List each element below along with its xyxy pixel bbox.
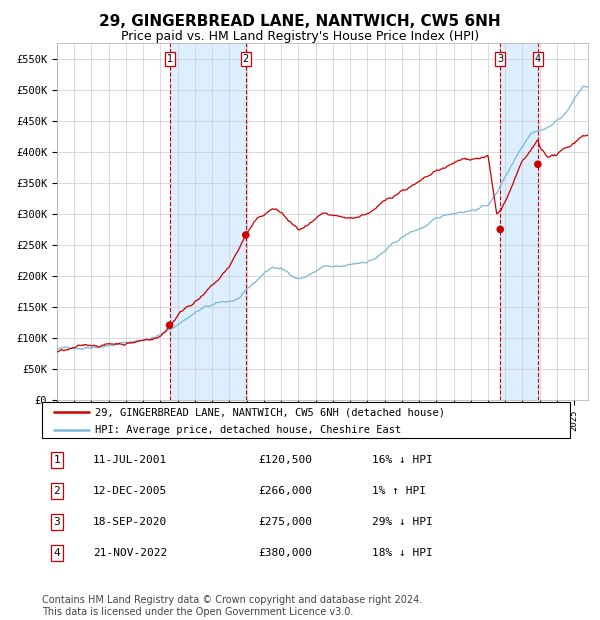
Text: 2: 2 — [242, 55, 249, 64]
Point — [241, 230, 251, 240]
Text: 3: 3 — [497, 55, 503, 64]
Text: £275,000: £275,000 — [258, 517, 312, 527]
Text: £380,000: £380,000 — [258, 548, 312, 558]
Text: Price paid vs. HM Land Registry's House Price Index (HPI): Price paid vs. HM Land Registry's House … — [121, 30, 479, 43]
Text: £266,000: £266,000 — [258, 486, 312, 496]
Text: 1: 1 — [53, 455, 61, 465]
Text: 18% ↓ HPI: 18% ↓ HPI — [372, 548, 433, 558]
Text: Contains HM Land Registry data © Crown copyright and database right 2024.
This d: Contains HM Land Registry data © Crown c… — [42, 595, 422, 617]
Point — [165, 321, 175, 330]
Text: 2: 2 — [53, 486, 61, 496]
Text: 12-DEC-2005: 12-DEC-2005 — [93, 486, 167, 496]
Text: 4: 4 — [535, 55, 541, 64]
Point — [496, 224, 505, 234]
Text: 1% ↑ HPI: 1% ↑ HPI — [372, 486, 426, 496]
Bar — [500, 43, 538, 400]
Text: 11-JUL-2001: 11-JUL-2001 — [93, 455, 167, 465]
Text: 21-NOV-2022: 21-NOV-2022 — [93, 548, 167, 558]
Text: 1: 1 — [167, 55, 173, 64]
Text: 3: 3 — [53, 517, 61, 527]
Text: 29% ↓ HPI: 29% ↓ HPI — [372, 517, 433, 527]
Bar — [170, 43, 246, 400]
Point — [533, 159, 542, 169]
Text: 16% ↓ HPI: 16% ↓ HPI — [372, 455, 433, 465]
Text: 4: 4 — [53, 548, 61, 558]
FancyBboxPatch shape — [42, 402, 570, 438]
Text: £120,500: £120,500 — [258, 455, 312, 465]
Text: HPI: Average price, detached house, Cheshire East: HPI: Average price, detached house, Ches… — [95, 425, 401, 435]
Text: 29, GINGERBREAD LANE, NANTWICH, CW5 6NH (detached house): 29, GINGERBREAD LANE, NANTWICH, CW5 6NH … — [95, 407, 445, 417]
Text: 18-SEP-2020: 18-SEP-2020 — [93, 517, 167, 527]
Text: 29, GINGERBREAD LANE, NANTWICH, CW5 6NH: 29, GINGERBREAD LANE, NANTWICH, CW5 6NH — [99, 14, 501, 29]
